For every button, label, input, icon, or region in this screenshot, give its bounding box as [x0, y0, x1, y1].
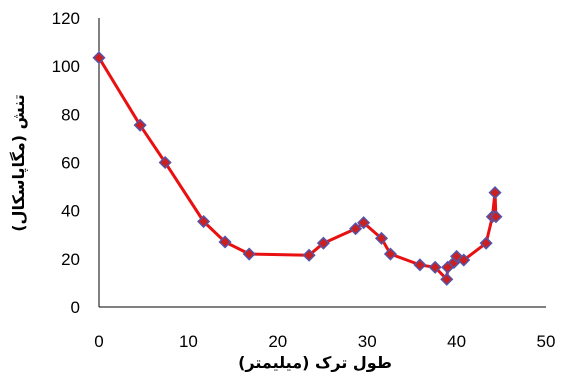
x-tick-labels: 0 10 20 30 40 50 — [94, 332, 555, 351]
data-point — [479, 236, 493, 250]
data-point — [428, 260, 442, 274]
y-tick-label: 0 — [71, 298, 80, 317]
y-tick-label: 40 — [61, 202, 80, 221]
x-tick-label: 10 — [179, 332, 198, 351]
y-tick-label: 120 — [52, 9, 80, 28]
data-point — [489, 210, 503, 224]
y-tick-label: 100 — [52, 57, 80, 76]
data-point — [488, 186, 502, 200]
y-tick-label: 80 — [61, 105, 80, 124]
data-point — [218, 235, 232, 249]
x-tick-label: 40 — [447, 332, 466, 351]
y-axis-title: تنش (مگاپاسکال) — [9, 94, 29, 232]
series-line — [97, 56, 498, 281]
data-markers — [92, 51, 503, 286]
data-point — [349, 222, 363, 236]
data-point — [383, 247, 398, 261]
y-tick-label: 60 — [61, 154, 80, 173]
x-tick-label: 30 — [358, 332, 377, 351]
data-point — [92, 51, 106, 65]
y-tick-label: 20 — [61, 250, 80, 269]
data-point — [316, 236, 330, 250]
data-point — [133, 118, 147, 132]
data-point — [242, 247, 256, 261]
data-point — [197, 214, 211, 229]
data-point — [374, 231, 389, 245]
y-tick-labels: 0 20 40 60 80 100 120 — [52, 9, 80, 317]
data-point — [158, 155, 172, 170]
data-point — [440, 272, 454, 286]
x-tick-label: 50 — [537, 332, 556, 351]
data-point — [413, 258, 427, 272]
x-axis-title: طول ترک (میلیمتر) — [238, 353, 392, 372]
data-point — [357, 216, 371, 230]
data-point — [302, 248, 316, 262]
axes — [98, 18, 546, 308]
x-tick-label: 20 — [268, 332, 287, 351]
x-tick-label: 0 — [94, 332, 103, 351]
data-point — [457, 253, 471, 267]
